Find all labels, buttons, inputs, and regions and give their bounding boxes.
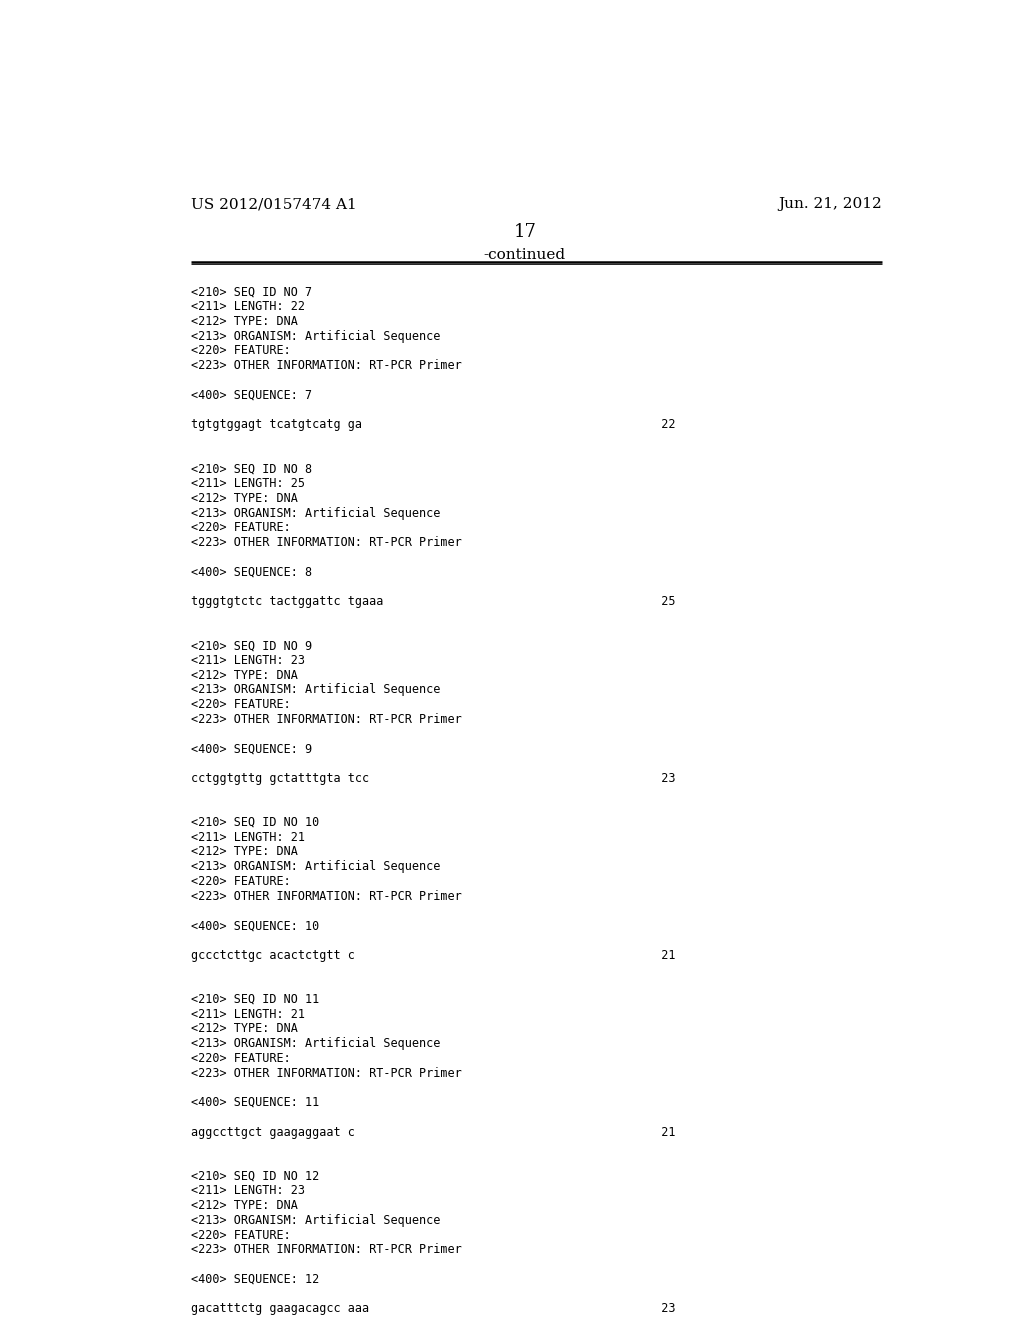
Text: <211> LENGTH: 23: <211> LENGTH: 23 bbox=[191, 1184, 305, 1197]
Text: <212> TYPE: DNA: <212> TYPE: DNA bbox=[191, 1199, 298, 1212]
Text: <400> SEQUENCE: 11: <400> SEQUENCE: 11 bbox=[191, 1096, 319, 1109]
Text: Jun. 21, 2012: Jun. 21, 2012 bbox=[778, 197, 882, 211]
Text: <210> SEQ ID NO 11: <210> SEQ ID NO 11 bbox=[191, 993, 319, 1006]
Text: <212> TYPE: DNA: <212> TYPE: DNA bbox=[191, 492, 298, 504]
Text: -continued: -continued bbox=[483, 248, 566, 261]
Text: <400> SEQUENCE: 8: <400> SEQUENCE: 8 bbox=[191, 565, 312, 578]
Text: cctggtgttg gctatttgta tcc                                         23: cctggtgttg gctatttgta tcc 23 bbox=[191, 772, 676, 785]
Text: tgtgtggagt tcatgtcatg ga                                          22: tgtgtggagt tcatgtcatg ga 22 bbox=[191, 418, 676, 432]
Text: <220> FEATURE:: <220> FEATURE: bbox=[191, 345, 291, 358]
Text: <400> SEQUENCE: 7: <400> SEQUENCE: 7 bbox=[191, 388, 312, 401]
Text: <213> ORGANISM: Artificial Sequence: <213> ORGANISM: Artificial Sequence bbox=[191, 1214, 441, 1226]
Text: gccctcttgc acactctgtt c                                           21: gccctcttgc acactctgtt c 21 bbox=[191, 949, 676, 962]
Text: 17: 17 bbox=[513, 223, 537, 240]
Text: aggccttgct gaagaggaat c                                           21: aggccttgct gaagaggaat c 21 bbox=[191, 1126, 676, 1139]
Text: <210> SEQ ID NO 10: <210> SEQ ID NO 10 bbox=[191, 816, 319, 829]
Text: <211> LENGTH: 23: <211> LENGTH: 23 bbox=[191, 653, 305, 667]
Text: <223> OTHER INFORMATION: RT-PCR Primer: <223> OTHER INFORMATION: RT-PCR Primer bbox=[191, 1067, 462, 1080]
Text: <213> ORGANISM: Artificial Sequence: <213> ORGANISM: Artificial Sequence bbox=[191, 861, 441, 874]
Text: <223> OTHER INFORMATION: RT-PCR Primer: <223> OTHER INFORMATION: RT-PCR Primer bbox=[191, 1243, 462, 1257]
Text: <223> OTHER INFORMATION: RT-PCR Primer: <223> OTHER INFORMATION: RT-PCR Primer bbox=[191, 359, 462, 372]
Text: <210> SEQ ID NO 7: <210> SEQ ID NO 7 bbox=[191, 285, 312, 298]
Text: <223> OTHER INFORMATION: RT-PCR Primer: <223> OTHER INFORMATION: RT-PCR Primer bbox=[191, 890, 462, 903]
Text: <210> SEQ ID NO 12: <210> SEQ ID NO 12 bbox=[191, 1170, 319, 1183]
Text: <211> LENGTH: 22: <211> LENGTH: 22 bbox=[191, 300, 305, 313]
Text: <212> TYPE: DNA: <212> TYPE: DNA bbox=[191, 315, 298, 327]
Text: <223> OTHER INFORMATION: RT-PCR Primer: <223> OTHER INFORMATION: RT-PCR Primer bbox=[191, 713, 462, 726]
Text: <213> ORGANISM: Artificial Sequence: <213> ORGANISM: Artificial Sequence bbox=[191, 684, 441, 697]
Text: <213> ORGANISM: Artificial Sequence: <213> ORGANISM: Artificial Sequence bbox=[191, 330, 441, 343]
Text: <220> FEATURE:: <220> FEATURE: bbox=[191, 1229, 291, 1242]
Text: <211> LENGTH: 21: <211> LENGTH: 21 bbox=[191, 1007, 305, 1020]
Text: <400> SEQUENCE: 12: <400> SEQUENCE: 12 bbox=[191, 1272, 319, 1286]
Text: <220> FEATURE:: <220> FEATURE: bbox=[191, 875, 291, 888]
Text: <211> LENGTH: 25: <211> LENGTH: 25 bbox=[191, 477, 305, 490]
Text: <400> SEQUENCE: 10: <400> SEQUENCE: 10 bbox=[191, 919, 319, 932]
Text: <210> SEQ ID NO 9: <210> SEQ ID NO 9 bbox=[191, 639, 312, 652]
Text: gacatttctg gaagacagcc aaa                                         23: gacatttctg gaagacagcc aaa 23 bbox=[191, 1303, 676, 1315]
Text: <220> FEATURE:: <220> FEATURE: bbox=[191, 1052, 291, 1065]
Text: <213> ORGANISM: Artificial Sequence: <213> ORGANISM: Artificial Sequence bbox=[191, 1038, 441, 1051]
Text: <223> OTHER INFORMATION: RT-PCR Primer: <223> OTHER INFORMATION: RT-PCR Primer bbox=[191, 536, 462, 549]
Text: US 2012/0157474 A1: US 2012/0157474 A1 bbox=[191, 197, 357, 211]
Text: <211> LENGTH: 21: <211> LENGTH: 21 bbox=[191, 830, 305, 843]
Text: <213> ORGANISM: Artificial Sequence: <213> ORGANISM: Artificial Sequence bbox=[191, 507, 441, 520]
Text: <220> FEATURE:: <220> FEATURE: bbox=[191, 521, 291, 535]
Text: <400> SEQUENCE: 9: <400> SEQUENCE: 9 bbox=[191, 742, 312, 755]
Text: <210> SEQ ID NO 8: <210> SEQ ID NO 8 bbox=[191, 462, 312, 475]
Text: <212> TYPE: DNA: <212> TYPE: DNA bbox=[191, 846, 298, 858]
Text: <212> TYPE: DNA: <212> TYPE: DNA bbox=[191, 669, 298, 681]
Text: <212> TYPE: DNA: <212> TYPE: DNA bbox=[191, 1022, 298, 1035]
Text: tgggtgtctc tactggattc tgaaa                                       25: tgggtgtctc tactggattc tgaaa 25 bbox=[191, 595, 676, 609]
Text: <220> FEATURE:: <220> FEATURE: bbox=[191, 698, 291, 711]
